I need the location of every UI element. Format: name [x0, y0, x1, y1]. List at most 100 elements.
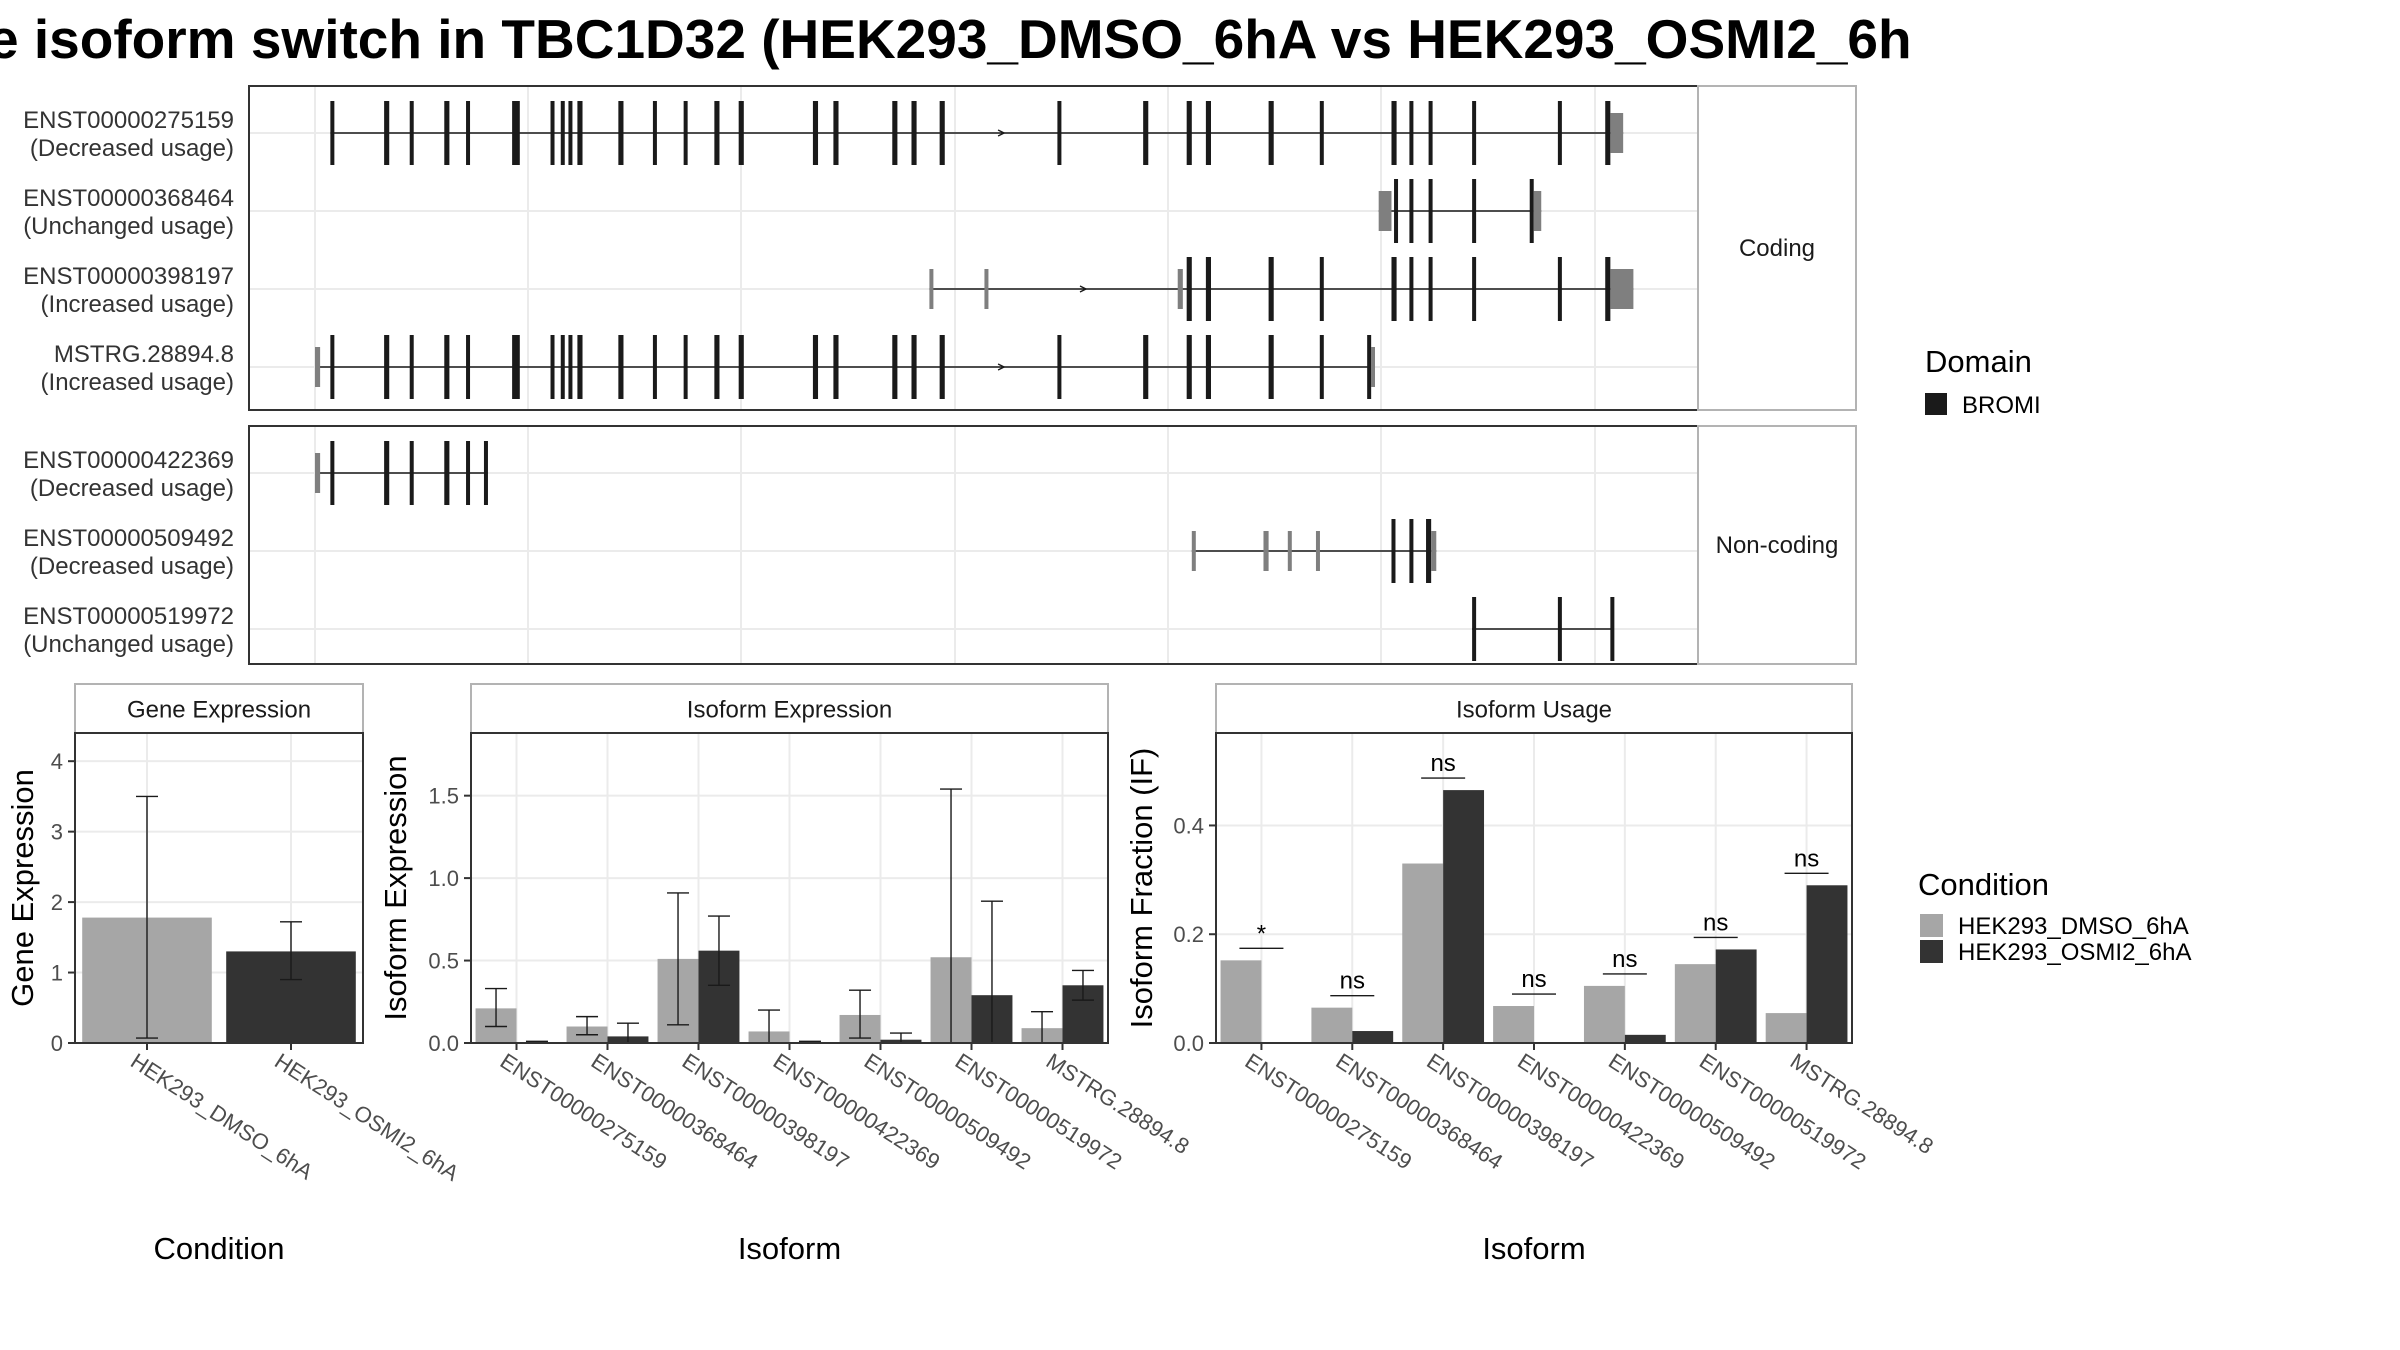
exon-block — [1191, 531, 1196, 571]
exon-bromi-domain — [466, 101, 471, 165]
x-tick-label: ENST00000519972 — [951, 1048, 1127, 1174]
exon-bromi-domain — [1186, 101, 1192, 165]
exon-bromi-domain — [1428, 257, 1433, 321]
exon-bromi-domain — [444, 335, 450, 399]
y-tick-label: 4 — [51, 749, 63, 774]
transcript-row: ENST00000422369(Decreased usage) — [23, 441, 1698, 505]
usage-row-label: (Decreased usage) — [30, 475, 234, 502]
exon-bromi-domain — [618, 335, 624, 399]
exon-block — [315, 453, 321, 493]
exon-bromi-domain — [1394, 179, 1399, 243]
exon-block — [1378, 191, 1392, 231]
exon-bromi-domain — [1605, 257, 1611, 321]
exon-bromi-domain — [1472, 179, 1477, 243]
strand-arrow — [997, 363, 1006, 371]
exon-bromi-domain — [330, 335, 335, 399]
exon-bromi-domain — [1319, 101, 1324, 165]
y-axis-title: Isoform Fraction (IF) — [1124, 748, 1159, 1029]
exon-bromi-domain — [384, 101, 390, 165]
x-tick-label: ENST00000368464 — [587, 1048, 763, 1174]
error-bar — [1071, 969, 1094, 1001]
exon-bromi-domain — [1186, 335, 1192, 399]
exon-bromi-domain — [1557, 101, 1562, 165]
isoform-row-label: ENST00000519972 — [23, 603, 234, 630]
panel-background — [249, 86, 1698, 410]
gene-panel-non-coding: ENST00000422369(Decreased usage) ENST0000… — [23, 425, 1857, 665]
plot-border — [74, 732, 364, 1044]
exon-bromi-domain — [568, 335, 573, 399]
exon-bromi-domain — [892, 335, 898, 399]
exon-bromi-domain — [550, 335, 555, 399]
error-bar — [667, 892, 690, 1026]
exon-bromi-domain — [577, 101, 583, 165]
legend-title: Condition — [1918, 867, 2049, 902]
y-tick-label: 0.2 — [1173, 922, 1204, 947]
exon-bromi-domain — [466, 441, 471, 505]
exon-bromi-domain — [618, 101, 624, 165]
exon-bromi-domain — [833, 101, 839, 165]
error-bar — [136, 795, 158, 1039]
exon-bromi-domain — [1409, 101, 1414, 165]
exon-bromi-domain — [444, 441, 450, 505]
x-axis-title: Isoform — [738, 1231, 841, 1266]
panel-background — [249, 426, 1698, 664]
isoform-usage-panel: Isoform Usage * ns ns ns ns ns ns 0.0 0.2 0.4 ENST0… — [1124, 683, 1938, 1266]
exon-bromi-domain — [1205, 335, 1211, 399]
y-axis-title: Gene Expression — [5, 769, 40, 1007]
exon-bromi-domain — [512, 335, 520, 399]
legend-key — [1925, 393, 1947, 415]
exon-block — [1263, 531, 1269, 571]
exon-block — [1287, 531, 1292, 571]
transcript-row: ENST00000275159(Decreased usage) — [23, 101, 1698, 165]
legend-title: Domain — [1925, 344, 2032, 379]
x-tick-label: ENST00000509492 — [1604, 1048, 1780, 1174]
transcript-row: ENST00000519972(Unchanged usage) — [23, 597, 1698, 661]
bar — [1674, 964, 1716, 1043]
exon-bromi-domain — [1605, 101, 1611, 165]
exon-bromi-domain — [330, 101, 335, 165]
panel-strip — [1215, 683, 1853, 734]
exon-bromi-domain — [1391, 257, 1397, 321]
exon-bromi-domain — [738, 335, 744, 399]
y-tick-label: 0.0 — [428, 1031, 459, 1056]
domain-legend: Domain BROMI — [1925, 344, 2041, 419]
strand-arrow — [997, 129, 1006, 137]
bar — [1443, 790, 1485, 1043]
exon-bromi-domain — [1143, 335, 1149, 399]
exon-bromi-domain — [1205, 101, 1211, 165]
usage-row-label: (Unchanged usage) — [23, 213, 234, 240]
exon-bromi-domain — [1319, 257, 1324, 321]
exon-bromi-domain — [1057, 101, 1062, 165]
exon-bromi-domain — [833, 335, 839, 399]
exon-bromi-domain — [384, 335, 390, 399]
exon-bromi-domain — [1268, 335, 1274, 399]
exon-block — [1371, 347, 1375, 387]
exon-bromi-domain — [1428, 101, 1433, 165]
significance-label: ns — [1521, 966, 1546, 993]
bar — [1765, 1013, 1807, 1043]
exon-bromi-domain — [683, 335, 688, 399]
x-tick-label: ENST00000422369 — [769, 1048, 945, 1174]
significance-label: ns — [1612, 946, 1637, 973]
panel-strip — [74, 683, 364, 734]
exon-bromi-domain — [1391, 101, 1397, 165]
x-tick-label: ENST00000509492 — [860, 1048, 1036, 1174]
exon-bromi-domain — [911, 101, 917, 165]
exon-bromi-domain — [409, 441, 414, 505]
transcript-row: ENST00000368464(Unchanged usage) — [23, 179, 1698, 243]
exon-block — [1177, 269, 1183, 309]
exon-bromi-domain — [1409, 519, 1414, 583]
x-tick-label: ENST00000519972 — [1695, 1048, 1871, 1174]
y-axis-title: Isoform Expression — [378, 755, 413, 1020]
exon-bromi-domain — [1472, 257, 1477, 321]
exon-bromi-domain — [466, 335, 471, 399]
exon-block — [1431, 531, 1437, 571]
legend-label: HEK293_OSMI2_6hA — [1958, 939, 2191, 966]
significance-label: * — [1257, 920, 1266, 947]
bar — [1583, 985, 1625, 1043]
exon-bromi-domain — [550, 101, 555, 165]
panel-title: Isoform Usage — [1456, 697, 1612, 724]
isoform-row-label: ENST00000509492 — [23, 525, 234, 552]
exon-bromi-domain — [560, 335, 565, 399]
